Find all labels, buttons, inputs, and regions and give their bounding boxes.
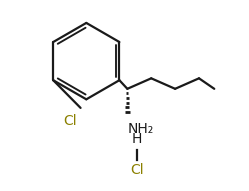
Text: Cl: Cl [63, 114, 77, 128]
Text: NH₂: NH₂ [127, 122, 154, 136]
Text: Cl: Cl [130, 163, 144, 177]
Text: H: H [132, 132, 142, 146]
